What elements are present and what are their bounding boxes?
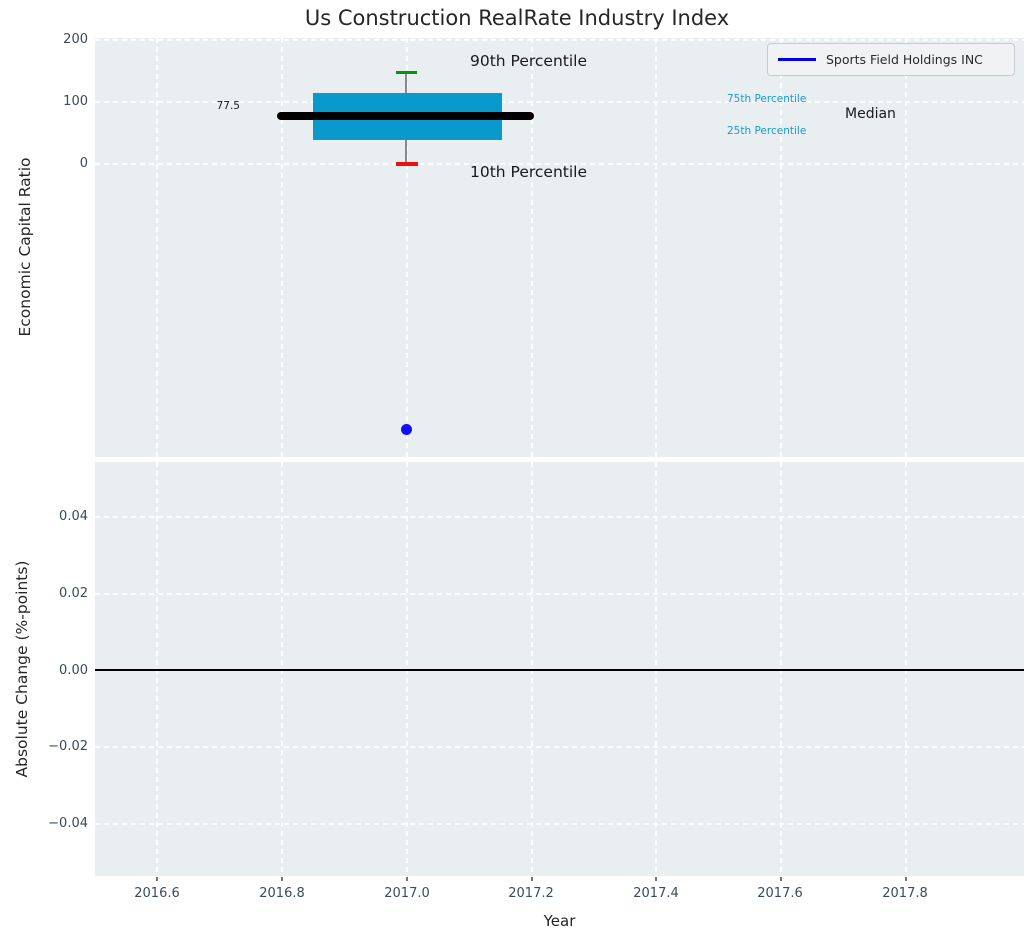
ytick-label: 200 <box>63 32 88 47</box>
gridline-vertical <box>780 38 782 457</box>
gridline-vertical <box>905 38 907 457</box>
gridline-horizontal <box>95 39 1024 41</box>
annotation-75th-percentile: 75th Percentile <box>727 93 807 105</box>
ytick-label: 100 <box>63 94 88 109</box>
legend-label: Sports Field Holdings INC <box>826 52 983 67</box>
gridline-horizontal <box>95 163 1024 165</box>
xtick-label: 2017.8 <box>882 886 928 901</box>
ytick-label: 0.04 <box>59 509 88 524</box>
xtick-label: 2017.6 <box>757 886 803 901</box>
x-axis-label: Year <box>543 912 576 930</box>
xtick-mark <box>531 877 533 881</box>
xtick-label: 2017.2 <box>508 886 554 901</box>
gridline-horizontal <box>95 823 1024 825</box>
chart-title: Us Construction RealRate Industry Index <box>304 6 730 30</box>
legend: Sports Field Holdings INC <box>767 43 1015 76</box>
annotation-median-value: 77.5 <box>216 100 240 112</box>
top-subplot: 90th Percentile 10th Percentile 77.5 75t… <box>95 38 1024 457</box>
gridline-horizontal <box>95 746 1024 748</box>
xtick-mark <box>406 877 408 881</box>
xtick-mark <box>156 877 158 881</box>
ytick-label: −0.04 <box>48 816 88 831</box>
gridline-vertical <box>531 38 533 457</box>
gridline-vertical <box>281 38 283 457</box>
bottom-y-axis-label: Absolute Change (%-points) <box>13 560 31 778</box>
zero-reference-line <box>95 669 1024 671</box>
gridline-horizontal <box>95 593 1024 595</box>
gridline-horizontal <box>95 516 1024 518</box>
annotation-25th-percentile: 25th Percentile <box>727 125 807 137</box>
gridline-vertical <box>156 38 158 457</box>
xtick-label: 2017.4 <box>633 886 679 901</box>
xtick-mark <box>780 877 782 881</box>
annotation-90th-percentile: 90th Percentile <box>470 52 588 70</box>
gridline-vertical <box>406 38 408 457</box>
p10-cap <box>396 162 418 166</box>
xtick-mark <box>905 877 907 881</box>
annotation-median: Median <box>845 106 896 122</box>
xtick-label: 2017.0 <box>384 886 430 901</box>
xtick-mark <box>281 877 283 881</box>
gridline-vertical <box>655 38 657 457</box>
ytick-label: 0.00 <box>59 663 88 678</box>
ytick-label: 0.02 <box>59 586 88 601</box>
company-data-point <box>401 424 412 435</box>
p90-cap <box>396 71 417 74</box>
xtick-mark <box>655 877 657 881</box>
xtick-label: 2016.8 <box>259 886 305 901</box>
ytick-label: 0 <box>79 156 88 171</box>
xtick-label: 2016.6 <box>134 886 180 901</box>
ytick-label: −0.02 <box>48 739 88 754</box>
annotation-10th-percentile: 10th Percentile <box>470 163 588 181</box>
top-y-axis-label: Economic Capital Ratio <box>16 157 34 337</box>
gridline-horizontal <box>95 101 1024 103</box>
median-line <box>277 112 534 120</box>
legend-line-sample <box>778 58 816 61</box>
bottom-subplot <box>95 462 1024 876</box>
